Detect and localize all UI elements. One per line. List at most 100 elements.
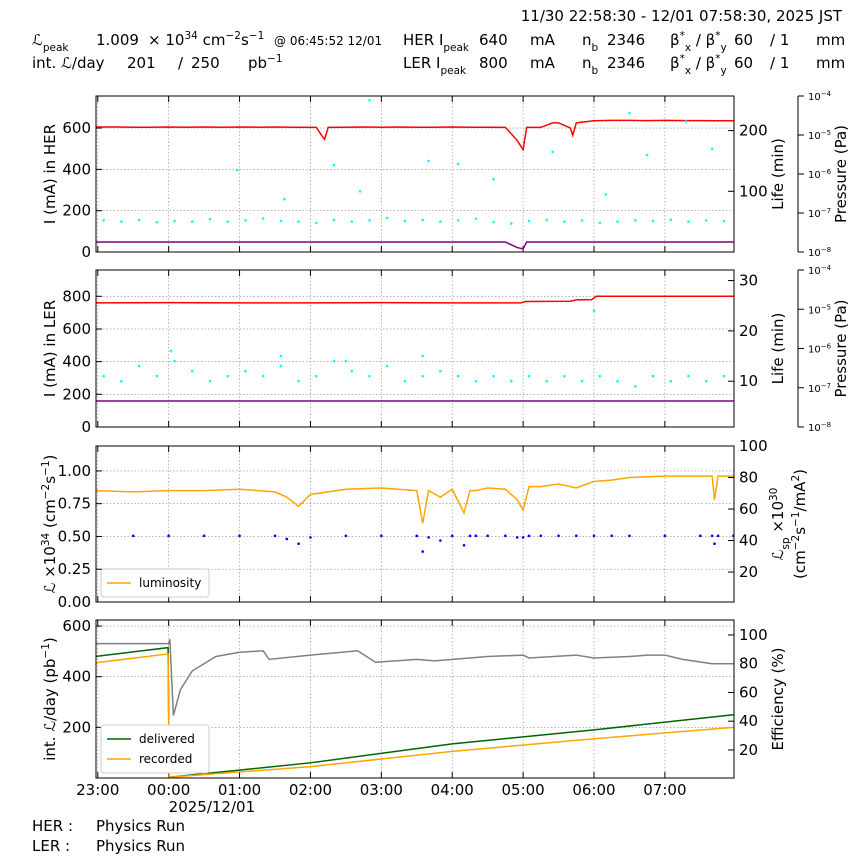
her-beta-label-part: * — [680, 30, 685, 42]
y-tick-label: 400 — [62, 160, 91, 178]
y2-axis-label-part: 30 — [768, 488, 780, 501]
data-dot — [273, 534, 277, 538]
y2-axis-label: Life (min) — [769, 138, 787, 210]
lumi-peak-label-part: ℒ — [32, 31, 43, 49]
legend-label: recorded — [139, 752, 192, 766]
y-tick-label: 200 — [62, 385, 91, 403]
data-dot — [244, 219, 247, 222]
plot-area — [96, 295, 734, 402]
y2-tick-label: 80 — [739, 655, 758, 673]
plot-frame — [95, 445, 735, 603]
ler-label-part: LER I — [403, 54, 440, 72]
y2-tick-label: 20 — [739, 741, 758, 759]
int-lumi-unit: pb−1 — [248, 53, 283, 72]
data-dot — [651, 219, 655, 223]
y3-tick-label-part: 10 — [808, 209, 821, 220]
her-nb-label-part: b — [592, 42, 599, 54]
lumi-peak-unit-part: × 10 — [148, 31, 184, 49]
lumi-peak-unit-part: s — [241, 31, 249, 49]
data-dot — [713, 542, 716, 545]
data-dot — [283, 197, 286, 201]
y2-axis-label: Efficiency (%) — [769, 648, 787, 751]
her-current: 640 — [479, 31, 508, 49]
y2-axis-label-part: ) — [791, 469, 809, 475]
y2-tick-label: 100 — [739, 182, 768, 200]
y2-tick-label: 100 — [739, 626, 768, 644]
ler-beta-label-part: * — [680, 53, 685, 65]
data-dot — [462, 543, 466, 547]
data-dot — [687, 220, 690, 223]
data-dot — [504, 534, 507, 538]
data-dot — [468, 534, 472, 538]
y2-tick-label: 80 — [739, 469, 758, 487]
y2-axis-label-part: ℒ — [769, 550, 787, 561]
data-dot — [208, 379, 212, 383]
data-dot — [137, 218, 141, 222]
legend-label: luminosity — [139, 576, 201, 590]
y2-axis-label-part: −1 — [790, 511, 802, 526]
y-axis-label-part: −2 — [40, 484, 52, 499]
time-range: 11/30 22:58:30 - 12/01 07:58:30, 2025 JS… — [521, 7, 843, 25]
data-dot — [687, 374, 690, 378]
data-dot — [669, 379, 673, 383]
data-dot — [208, 217, 212, 221]
ler-nb-label-part: n — [582, 54, 592, 72]
y3-tick-label-part: 10 — [808, 170, 821, 181]
ler-nb: 2346 — [607, 54, 645, 72]
y3-tick-label-part: −5 — [821, 303, 831, 311]
data-dot — [456, 374, 460, 378]
int-lumi-label: int. ℒ/day — [32, 54, 105, 72]
ler-beta-label-part: β — [670, 54, 680, 72]
y-tick-label: 600 — [62, 617, 91, 635]
y2-tick-label: 100 — [739, 437, 768, 455]
data-dot — [710, 147, 714, 151]
data-dot — [492, 220, 495, 224]
data-dot — [592, 309, 596, 313]
y-axis-label-part: 34 — [40, 532, 52, 546]
her-status: Physics Run — [96, 817, 185, 835]
x-tick-label: 07:00 — [643, 781, 686, 799]
data-dot — [285, 537, 289, 541]
data-dot — [244, 369, 247, 373]
data-dot — [421, 374, 424, 378]
data-dot — [492, 177, 495, 181]
y3-tick-label: 10−5 — [808, 129, 831, 142]
y3-tick-label-part: 10 — [808, 92, 821, 103]
data-dot — [350, 369, 354, 373]
data-dot — [616, 379, 619, 383]
data-dot — [385, 216, 389, 220]
int-lumi-unit-part: pb — [248, 54, 267, 72]
data-dot — [385, 364, 389, 368]
data-dot — [297, 542, 300, 545]
her-beta-label-part: y — [720, 42, 726, 54]
data-dot — [722, 219, 726, 223]
data-dot — [580, 219, 584, 222]
data-dot — [131, 534, 135, 538]
data-dot — [344, 359, 348, 363]
data-dot — [169, 349, 173, 353]
her-beta-y: / 1 — [770, 31, 789, 49]
data-dot — [592, 534, 596, 538]
int-lumi-sep: / — [178, 54, 184, 72]
data-line — [96, 646, 734, 778]
data-dot — [527, 219, 531, 223]
lumi-peak-unit-part: −1 — [249, 30, 264, 42]
data-dot — [102, 219, 105, 222]
data-dot — [120, 379, 123, 383]
data-dot — [421, 550, 424, 553]
data-dot — [279, 219, 283, 223]
ler-nb-label-part: b — [592, 65, 599, 77]
y2-axis-label-part: s — [791, 527, 809, 535]
y2-tick-label: 30 — [739, 272, 758, 290]
data-dot — [439, 369, 442, 373]
x-tick-label: 03:00 — [360, 781, 403, 799]
her-beta-label-part: * — [715, 30, 720, 42]
data-dot — [645, 153, 649, 157]
y2-axis-label: (cm−2s−1/mA2) — [790, 469, 809, 579]
data-line — [96, 295, 734, 304]
y-axis-label-part: ℒ ×10 — [41, 546, 59, 593]
plot-frame — [95, 95, 735, 253]
y2-tick-label: 40 — [739, 712, 758, 730]
plot-area — [96, 639, 734, 778]
data-dot — [634, 384, 637, 388]
